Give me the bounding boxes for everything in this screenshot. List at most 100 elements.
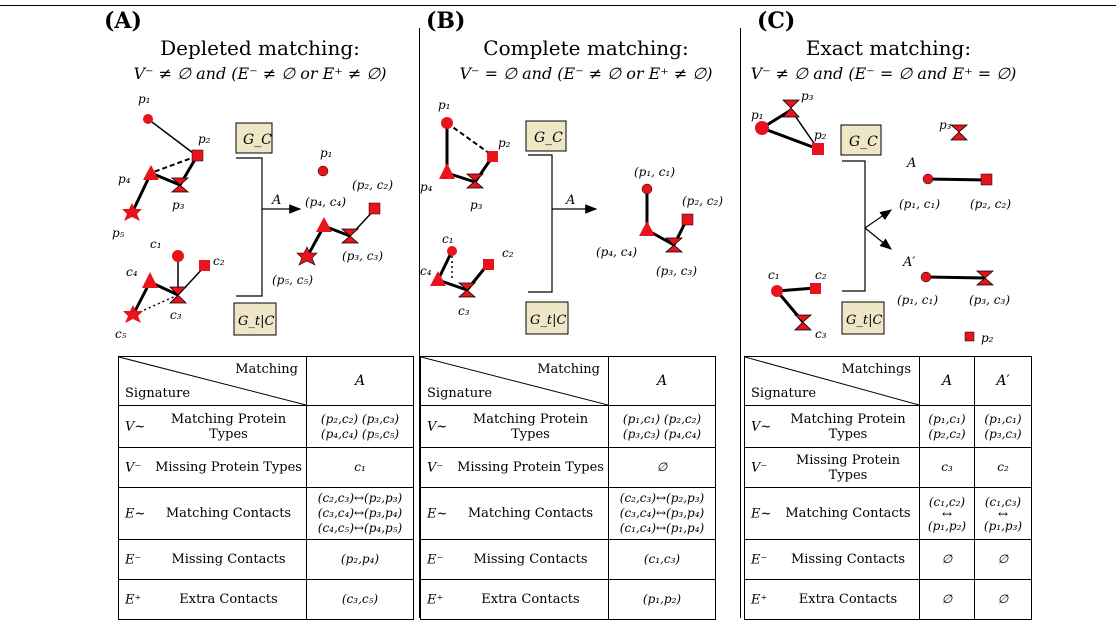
result-label-p2c2: (p₂, c₂) [970, 197, 1011, 211]
row-desc: Matching Protein Types [170, 411, 287, 442]
table-row: E⁺ Extra Contacts (c₃,c₅) [118, 579, 414, 620]
result2-p2 [964, 331, 975, 342]
column-header: A [306, 356, 414, 406]
table-row: V⁻ Missing Protein Types c₁ [118, 447, 414, 488]
arrow-label-a: A [906, 156, 916, 171]
label-c4: c₄ [126, 265, 138, 279]
label-c5: c₅ [115, 327, 127, 341]
table-row: V~ Matching Protein Types (p₁,c₁) (p₂,c₂)… [420, 405, 716, 448]
column-header: A [608, 356, 716, 406]
gc-label: G_C [243, 132, 272, 148]
table-row: E~ Matching Contacts (c₂,c₃)↔(p₂,p₃) (c₃,… [420, 487, 716, 540]
node-p3 [465, 173, 485, 189]
label-c2: c₂ [502, 246, 514, 260]
row-value: (c₂,c₃)↔(p₂,p₃) (c₃,c₄)↔(p₃,p₄) (c₁,c₄)↔… [608, 487, 716, 540]
result-p2c2 [681, 213, 694, 226]
table-row: E~ Matching Contacts (c₂,c₃)↔(p₂,p₃) (c₃,… [118, 487, 414, 540]
header-signature: Signature [125, 386, 191, 401]
header-matching: Matching [537, 362, 600, 377]
result-p4c4 [639, 221, 655, 236]
result-label-p2c2: (p₂, c₂) [352, 178, 393, 192]
table-row: E⁺ Extra Contacts ∅ ∅ [744, 579, 1032, 620]
label-p2: p₂ [814, 128, 827, 142]
row-value: (p₁,c₁) (p₂,c₂) (p₃,c₃) (p₄,c₄) [608, 405, 716, 448]
column-header: A′ [974, 356, 1032, 406]
gtc-box [233, 302, 277, 336]
result-label-p4c4: (p₄, c₄) [596, 245, 637, 259]
node-p1 [143, 114, 153, 124]
row-desc: Missing Protein Types [795, 452, 901, 483]
header-matching: Matching [235, 362, 298, 377]
row-symbol: E~ [125, 506, 146, 521]
node-c4 [430, 271, 446, 286]
node-p1 [441, 117, 453, 129]
panel-condition: V⁻ ≠ ∅ and (E⁻ = ∅ and E⁺ = ∅) [750, 64, 1017, 83]
node-c5 [123, 305, 143, 323]
panel-divider-bc [740, 28, 741, 618]
node-p2 [812, 143, 824, 155]
row-desc: Matching Protein Types [472, 411, 589, 442]
label-p1: p₁ [438, 98, 451, 112]
header-signature: Signature [427, 386, 493, 401]
row-symbol: V~ [427, 419, 448, 434]
column-header: A [919, 356, 975, 406]
table-row: E⁻ Missing Contacts ∅ ∅ [744, 539, 1032, 580]
label-p3: p₃ [172, 198, 185, 212]
header-matchings: Matchings [841, 362, 911, 377]
label-p1: p₁ [751, 108, 764, 122]
row-value: (c₁,c₃) [608, 539, 716, 580]
signature-table: Matchings Signature A A′ V~ Matching Prot… [744, 356, 1032, 620]
row-value: c₃ [919, 447, 975, 488]
result-label-p3: p₃ [939, 118, 952, 132]
label-c4: c₄ [420, 264, 432, 278]
row-desc: Missing Protein Types [155, 460, 302, 475]
arrow-a [864, 209, 892, 229]
label-p2: p₂ [198, 132, 211, 146]
row-symbol: E⁻ [427, 552, 444, 567]
row-desc: Matching Contacts [785, 506, 911, 521]
row-desc: Missing Contacts [790, 552, 906, 567]
bracket [236, 157, 263, 297]
table-row: V⁻ Missing Protein Types ∅ [420, 447, 716, 488]
label-p3: p₃ [470, 198, 483, 212]
panel-condition: V⁻ = ∅ and (E⁻ ≠ ∅ or E⁺ ≠ ∅) [459, 64, 713, 83]
bracket [528, 154, 553, 293]
gc-label: G_C [849, 134, 878, 150]
graph-a: p₁ p₂ p₃ p₄ p₅ c₁ c₂ c₃ c₄ c₅ G_C G_t|C … [112, 92, 393, 341]
label-p1: p₁ [138, 92, 151, 106]
row-symbol: E~ [427, 506, 448, 521]
arrow-label-a-prime: A′ [902, 255, 915, 270]
row-desc: Matching Contacts [165, 506, 292, 521]
node-c1 [447, 246, 457, 256]
result2-label-p3c3: (p₃, c₃) [969, 293, 1010, 307]
result-p2c2 [980, 173, 993, 186]
result2-p1c1 [920, 271, 932, 283]
result2-p3c3 [975, 270, 995, 286]
result-p1 [317, 165, 329, 177]
row-value: ∅ [919, 579, 975, 620]
result-label-p1: p₁ [320, 146, 333, 160]
row-symbol: V⁻ [751, 460, 768, 475]
signature-table: Matching Signature A V~ Matching Protein … [420, 356, 716, 620]
result-p4c4 [316, 217, 332, 232]
row-value: (c₁,c₃) ↔ (p₁,p₃) [974, 487, 1032, 540]
label-p4: p₄ [118, 172, 131, 186]
arrow-label: A [271, 193, 281, 208]
panel-label: (C) [757, 8, 796, 34]
row-value: (p₁,p₂) [608, 579, 716, 620]
gtc-label: G_t|C [238, 314, 274, 329]
node-c3 [793, 314, 813, 331]
graph-b: p₁ p₂ p₃ p₄ c₁ c₂ c₃ c₄ G_C G_t|C A (p₁,… [420, 98, 723, 335]
panel-condition: V⁻ ≠ ∅ and (E⁻ ≠ ∅ or E⁺ ≠ ∅) [133, 64, 387, 83]
header-signature: Signature [751, 386, 817, 401]
label-c3: c₃ [458, 304, 470, 318]
node-p4 [439, 163, 455, 179]
label-c1: c₁ [768, 268, 780, 282]
result-label-p1c1: (p₁, c₁) [634, 165, 675, 179]
bracket [842, 160, 866, 292]
table-row: E⁻ Missing Contacts (c₁,c₃) [420, 539, 716, 580]
result-label-p1c1: (p₁, c₁) [899, 197, 940, 211]
row-desc: Matching Contacts [467, 506, 594, 521]
graph-c: p₁ p₃ p₂ c₁ c₂ c₃ G_C G_t|C p₃ A (p₁, c₁… [751, 89, 1011, 345]
row-value: (p₂,p₄) [306, 539, 414, 580]
